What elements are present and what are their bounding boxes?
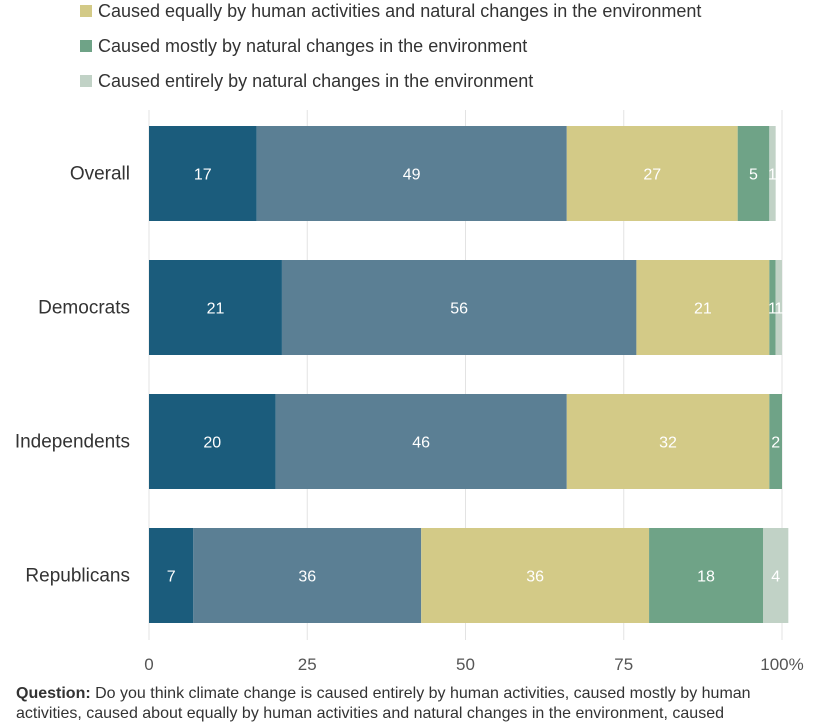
bar-segment xyxy=(769,126,776,221)
legend-swatch xyxy=(80,40,92,52)
x-tick-label: 100% xyxy=(760,655,803,674)
legend-swatch xyxy=(80,75,92,87)
bar-segment xyxy=(149,528,194,623)
category-label: Overall xyxy=(70,164,130,185)
category-label: Democrats xyxy=(38,298,130,319)
bar-segment xyxy=(649,528,764,623)
bar-segment xyxy=(769,394,782,489)
category-label: Independents xyxy=(15,432,130,453)
legend-item: Caused mostly by natural changes in the … xyxy=(80,31,527,61)
question-label: Question: xyxy=(16,685,91,702)
bar-segment xyxy=(256,126,567,221)
data-label: 32 xyxy=(659,435,677,452)
legend-label: Caused entirely by natural changes in th… xyxy=(98,70,534,91)
bar-segment xyxy=(737,126,770,221)
data-label: 36 xyxy=(526,569,544,586)
x-tick-label: 25 xyxy=(298,655,317,674)
question-text: Do you think climate change is caused en… xyxy=(16,685,751,722)
bar-segment xyxy=(775,260,782,355)
bar-segment xyxy=(149,394,276,489)
bar-segment xyxy=(566,126,738,221)
data-label: 56 xyxy=(450,301,468,318)
data-label: 1 xyxy=(768,301,777,318)
bar-segment xyxy=(636,260,770,355)
x-tick-label: 75 xyxy=(614,655,633,674)
data-label: 49 xyxy=(403,167,421,184)
data-label: 1 xyxy=(774,301,783,318)
data-label: 20 xyxy=(203,435,221,452)
data-label: 27 xyxy=(643,167,661,184)
data-label: 1 xyxy=(768,167,777,184)
bar-segment xyxy=(763,528,789,623)
legend-item: Caused equally by human activities and n… xyxy=(80,0,701,26)
legend-item: Caused entirely by natural changes in th… xyxy=(80,66,533,96)
data-label: 4 xyxy=(771,569,780,586)
bar-segment xyxy=(193,528,422,623)
category-label: Republicans xyxy=(25,566,130,587)
bar-segment xyxy=(281,260,637,355)
x-tick-label: 0 xyxy=(144,655,153,674)
bar-segment xyxy=(149,260,282,355)
legend-label: Caused mostly by natural changes in the … xyxy=(98,35,528,56)
data-label: 46 xyxy=(412,435,430,452)
bar-segment xyxy=(769,260,776,355)
data-label: 36 xyxy=(298,569,316,586)
legend-swatch xyxy=(80,5,92,17)
data-label: 17 xyxy=(194,167,212,184)
data-label: 2 xyxy=(771,435,780,452)
data-label: 21 xyxy=(694,301,712,318)
question-note: Question: Do you think climate change is… xyxy=(16,684,816,724)
data-label: 18 xyxy=(697,569,715,586)
bar-segment xyxy=(275,394,567,489)
bar-segment xyxy=(566,394,770,489)
bar-segment xyxy=(149,126,257,221)
legend-label: Caused equally by human activities and n… xyxy=(98,0,702,21)
data-label: 7 xyxy=(167,569,176,586)
data-label: 5 xyxy=(749,167,758,184)
x-tick-label: 50 xyxy=(456,655,475,674)
bar-segment xyxy=(421,528,650,623)
data-label: 21 xyxy=(207,301,225,318)
